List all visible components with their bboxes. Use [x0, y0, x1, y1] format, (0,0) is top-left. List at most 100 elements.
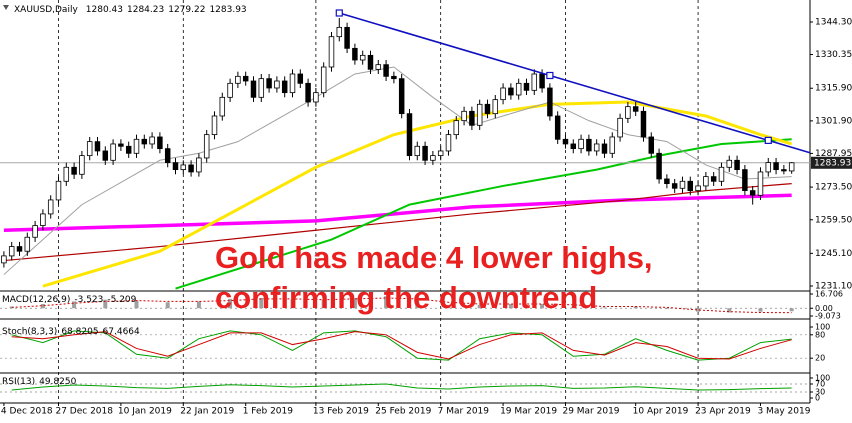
x-tick-label: 10 Jan 2019 — [118, 407, 172, 417]
y-tick-label: 1231.10 — [815, 281, 852, 291]
candle-body — [211, 115, 218, 136]
candle-body — [313, 92, 319, 103]
histogram-bar — [508, 303, 513, 309]
candle-body — [391, 75, 397, 80]
trendline-extension — [768, 139, 811, 154]
candle-body — [157, 136, 163, 150]
panel-title: MACD(12,26,9) — [2, 295, 70, 305]
candle-body — [703, 176, 709, 187]
candle-body — [219, 96, 226, 117]
candle-body — [500, 87, 506, 101]
candle-body — [749, 190, 756, 196]
histogram-bar — [290, 299, 295, 309]
candle-body — [773, 162, 779, 171]
histogram-bar — [352, 298, 357, 309]
candle-body — [586, 138, 592, 152]
candle-body — [710, 176, 717, 182]
y-tick-label: 1287.95 — [815, 149, 852, 159]
x-tick-label: 23 Apr 2019 — [695, 407, 751, 417]
candle-body — [757, 171, 764, 196]
candle-body — [344, 26, 350, 49]
candle-body — [328, 36, 335, 68]
candle-body — [383, 64, 389, 77]
candle-body — [336, 26, 343, 38]
candle-body — [1, 255, 7, 264]
candle-body — [55, 180, 62, 201]
candle-body — [687, 180, 694, 192]
candle-body — [274, 80, 280, 89]
trendline-anchor — [764, 136, 772, 144]
candle-body — [656, 152, 662, 180]
candle-body — [664, 178, 670, 185]
annotation: confirming the downtrend — [215, 280, 597, 315]
candle-body — [515, 82, 522, 96]
candle-body — [679, 180, 686, 189]
trendline-anchor — [546, 71, 554, 80]
histogram-bar — [134, 300, 139, 309]
y-tick-label: -9.073 — [815, 312, 841, 321]
candle-body — [180, 164, 187, 171]
price-label: 1283.93 — [814, 158, 851, 168]
candle-body — [352, 47, 358, 61]
candle-body — [523, 82, 530, 91]
candle-body — [461, 110, 467, 122]
candle-body — [414, 145, 421, 157]
candle-body — [469, 110, 475, 126]
candle-body — [671, 183, 678, 189]
candle-body — [609, 136, 616, 154]
histogram-bar — [633, 306, 638, 309]
candle-body — [47, 199, 54, 215]
y-tick-label: 1245.10 — [815, 249, 852, 259]
candle-body — [94, 141, 101, 152]
candle-body — [508, 87, 514, 96]
candle-body — [227, 82, 233, 98]
candle-body — [445, 134, 452, 152]
y-tick-label: 16.706 — [815, 290, 843, 299]
ohlc-high: 1284.23 — [127, 5, 164, 15]
histogram-bar — [727, 308, 732, 313]
chart-header: XAUUSD,Daily 1280.43 1284.23 1279.22 1283.93 — [14, 5, 247, 15]
trendline-anchor — [335, 9, 343, 17]
histogram-bar — [40, 303, 45, 309]
candle-body — [562, 138, 569, 145]
candle-body — [617, 117, 623, 138]
candle-body — [63, 166, 70, 182]
candle-body — [118, 143, 124, 147]
candle-body — [164, 148, 171, 164]
candle-body — [765, 162, 772, 173]
candle-body — [79, 155, 85, 175]
candle-body — [8, 246, 15, 257]
histogram-bar — [72, 301, 77, 309]
candle-body — [133, 138, 140, 154]
panel-value: -3.523 — [74, 295, 103, 305]
histogram-bar — [321, 299, 326, 309]
candle-body — [141, 138, 148, 145]
candle-body — [297, 73, 304, 84]
candle-body — [476, 103, 483, 126]
y-tick-label: 1315.90 — [815, 84, 852, 94]
candle-body — [398, 78, 405, 115]
histogram-bar — [415, 301, 420, 309]
candle-body — [40, 213, 46, 226]
candle-body — [539, 73, 545, 89]
histogram-bar — [664, 308, 669, 310]
candle-body — [242, 75, 249, 82]
panel-title: RSI(13) — [2, 377, 35, 387]
candle-body — [547, 87, 553, 117]
candle-body — [640, 110, 647, 138]
candle-body — [320, 66, 327, 94]
histogram-bar — [540, 303, 545, 309]
histogram-bar — [602, 307, 607, 309]
candle-body — [492, 99, 499, 115]
candle-body — [484, 103, 491, 115]
y-tick-label: 0 — [815, 394, 820, 403]
indicator-line — [11, 330, 792, 361]
x-tick-label: 22 Jan 2019 — [180, 407, 234, 417]
candle-body — [578, 138, 584, 150]
candle-body — [188, 164, 194, 173]
candle-body — [430, 155, 436, 161]
panel-value: -5.209 — [107, 295, 136, 305]
histogram-bar — [789, 308, 794, 312]
candle-body — [422, 145, 428, 161]
y-tick-label: 1259.50 — [815, 215, 852, 225]
